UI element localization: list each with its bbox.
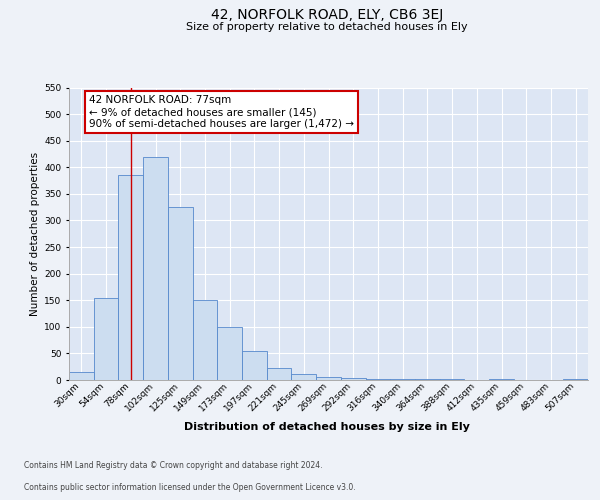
Bar — [118, 176, 143, 380]
Bar — [168, 207, 193, 380]
Bar — [94, 298, 118, 380]
Bar — [69, 372, 94, 380]
Bar — [341, 378, 365, 380]
Text: Size of property relative to detached houses in Ely: Size of property relative to detached ho… — [186, 22, 468, 32]
Bar — [143, 156, 168, 380]
Text: Contains HM Land Registry data © Crown copyright and database right 2024.: Contains HM Land Registry data © Crown c… — [24, 461, 323, 470]
Bar — [365, 379, 390, 380]
Bar — [217, 327, 242, 380]
Text: Distribution of detached houses by size in Ely: Distribution of detached houses by size … — [184, 422, 470, 432]
Text: 42 NORFOLK ROAD: 77sqm
← 9% of detached houses are smaller (145)
90% of semi-det: 42 NORFOLK ROAD: 77sqm ← 9% of detached … — [89, 96, 354, 128]
Y-axis label: Number of detached properties: Number of detached properties — [30, 152, 40, 316]
Bar — [292, 374, 316, 380]
Bar — [267, 368, 292, 380]
Text: 42, NORFOLK ROAD, ELY, CB6 3EJ: 42, NORFOLK ROAD, ELY, CB6 3EJ — [211, 8, 443, 22]
Bar — [242, 351, 267, 380]
Bar — [316, 378, 341, 380]
Text: Contains public sector information licensed under the Open Government Licence v3: Contains public sector information licen… — [24, 484, 356, 492]
Bar — [193, 300, 217, 380]
